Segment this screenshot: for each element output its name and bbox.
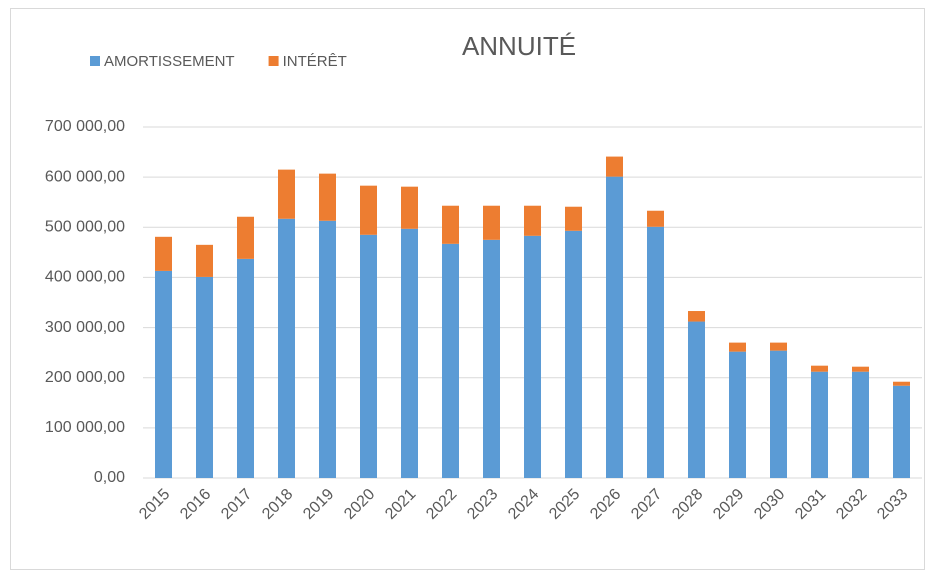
chart-frame xyxy=(10,8,925,570)
bar-segment xyxy=(688,311,705,322)
legend-swatch xyxy=(90,56,100,66)
bar-segment xyxy=(278,169,295,219)
bar-segment xyxy=(319,220,336,478)
bar-segment xyxy=(729,342,746,352)
bar-segment xyxy=(729,351,746,478)
bar-segment xyxy=(401,186,418,229)
bar-segment xyxy=(442,243,459,478)
y-tick-label: 100 000,00 xyxy=(45,419,125,436)
y-tick-label: 600 000,00 xyxy=(45,168,125,185)
bar-segment xyxy=(852,366,869,372)
bar-segment xyxy=(565,230,582,478)
bar-segment xyxy=(893,385,910,478)
bar-segment xyxy=(360,185,377,235)
chart-title: ANNUITÉ xyxy=(462,31,576,61)
bar-segment xyxy=(606,176,623,479)
bar-segment xyxy=(155,236,172,271)
bar-segment xyxy=(155,270,172,478)
bar-segment xyxy=(770,350,787,478)
bar-segment xyxy=(278,218,295,479)
y-tick-label: 300 000,00 xyxy=(45,319,125,336)
legend-label: AMORTISSEMENT xyxy=(104,53,235,70)
bar-segment xyxy=(811,365,828,372)
y-tick-label: 0,00 xyxy=(94,469,125,486)
y-tick-label: 200 000,00 xyxy=(45,369,125,386)
bar-segment xyxy=(319,173,336,221)
bar-segment xyxy=(606,156,623,177)
bar-segment xyxy=(524,235,541,478)
bar-segment xyxy=(893,381,910,386)
bar-segment xyxy=(483,205,500,240)
bar-segment xyxy=(483,239,500,478)
bar-segment xyxy=(852,371,869,478)
legend-label: INTÉRÊT xyxy=(283,53,347,70)
bar-segment xyxy=(770,342,787,351)
bar-segment xyxy=(688,321,705,478)
bar-segment xyxy=(237,216,254,259)
y-tick-label: 500 000,00 xyxy=(45,219,125,236)
y-tick-label: 400 000,00 xyxy=(45,269,125,286)
bar-segment xyxy=(401,228,418,478)
bar-segment xyxy=(647,210,664,227)
bar-segment xyxy=(360,234,377,478)
bar-segment xyxy=(196,276,213,478)
bar-segment xyxy=(442,205,459,244)
bar-segment xyxy=(196,244,213,277)
bar-segment xyxy=(565,206,582,231)
y-tick-label: 700 000,00 xyxy=(45,118,125,135)
bar-segment xyxy=(811,371,828,478)
bar-segment xyxy=(524,205,541,236)
bar-segment xyxy=(237,258,254,478)
bar-segment xyxy=(647,226,664,478)
legend-swatch xyxy=(268,56,279,66)
